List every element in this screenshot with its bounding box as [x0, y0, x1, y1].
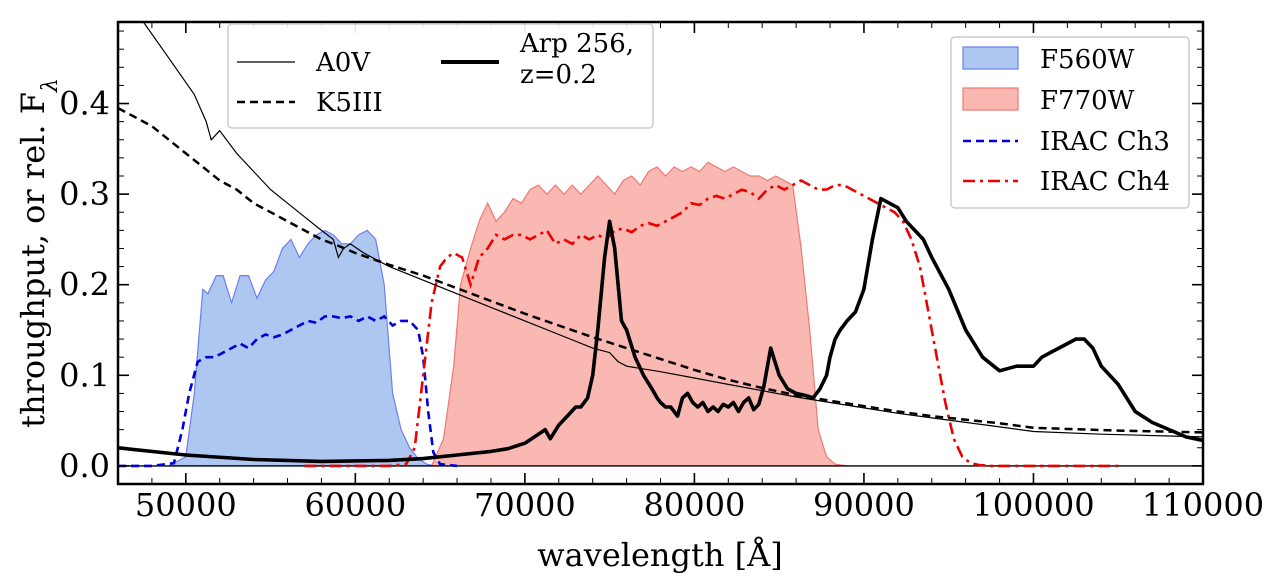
legend-label-irac-ch3: IRAC Ch3	[1040, 127, 1170, 157]
legend-templates-box	[227, 23, 654, 129]
legend-label-f770w: F770W	[1040, 86, 1135, 116]
y-axis-label-main: throughput, or rel. F	[14, 92, 52, 428]
legend-templates: A0V K5III Arp 256, z=0.2	[227, 23, 654, 129]
legend-filters-box	[950, 36, 1190, 209]
legend-label-a0v: A0V	[315, 48, 371, 78]
legend-swatch-f770w	[962, 87, 1019, 111]
series-lines	[118, 22, 1203, 468]
series-f560w-fill	[168, 229, 436, 467]
x-tick-label: 100000	[972, 486, 1094, 524]
x-tick-label: 60000	[304, 486, 406, 524]
series-irac-ch4-line	[304, 179, 1119, 468]
legend-label-arp256-line1: Arp 256,	[519, 29, 634, 59]
legend-filters: F560W F770W IRAC Ch3 IRAC Ch4	[950, 36, 1190, 209]
x-tick-label: 80000	[644, 486, 746, 524]
legend-label-k5iii: K5III	[316, 88, 383, 118]
x-axis-label: wavelength [Å]	[537, 536, 782, 574]
y-axis-ticks: 0.0 0.1 0.2 0.3 0.4	[59, 85, 1203, 485]
x-tick-label: 70000	[474, 486, 576, 524]
plot-frame	[116, 20, 1205, 486]
y-tick-label: 0.1	[59, 356, 110, 394]
legend-label-arp256-line2: z=0.2	[520, 60, 597, 90]
y-tick-label: 0.4	[59, 85, 110, 123]
series-k5iii-line	[118, 106, 1203, 434]
y-axis-label: throughput, or rel. Fλ	[14, 78, 63, 428]
y-axis-label-sub: λ	[38, 78, 63, 93]
filter-fills	[168, 161, 848, 467]
x-tick-label: 50000	[135, 486, 237, 524]
legend-swatch-f560w	[962, 46, 1019, 70]
series-arp-256-z-0-2-line	[118, 196, 1203, 464]
x-tick-label: 110000	[1142, 486, 1264, 524]
series-a0v-line	[142, 22, 1203, 438]
series-irac-ch3-line	[118, 314, 458, 468]
y-tick-label: 0.0	[59, 447, 110, 485]
y-tick-label: 0.3	[59, 175, 110, 213]
y-tick-label: 0.2	[59, 266, 110, 304]
series-f770w-fill	[430, 161, 848, 467]
x-axis-ticks: 50000 60000 70000 80000 90000 100000 110000	[135, 22, 1264, 524]
x-tick-label: 90000	[813, 486, 915, 524]
legend-label-f560w: F560W	[1040, 45, 1135, 75]
legend-label-irac-ch4: IRAC Ch4	[1040, 167, 1170, 197]
